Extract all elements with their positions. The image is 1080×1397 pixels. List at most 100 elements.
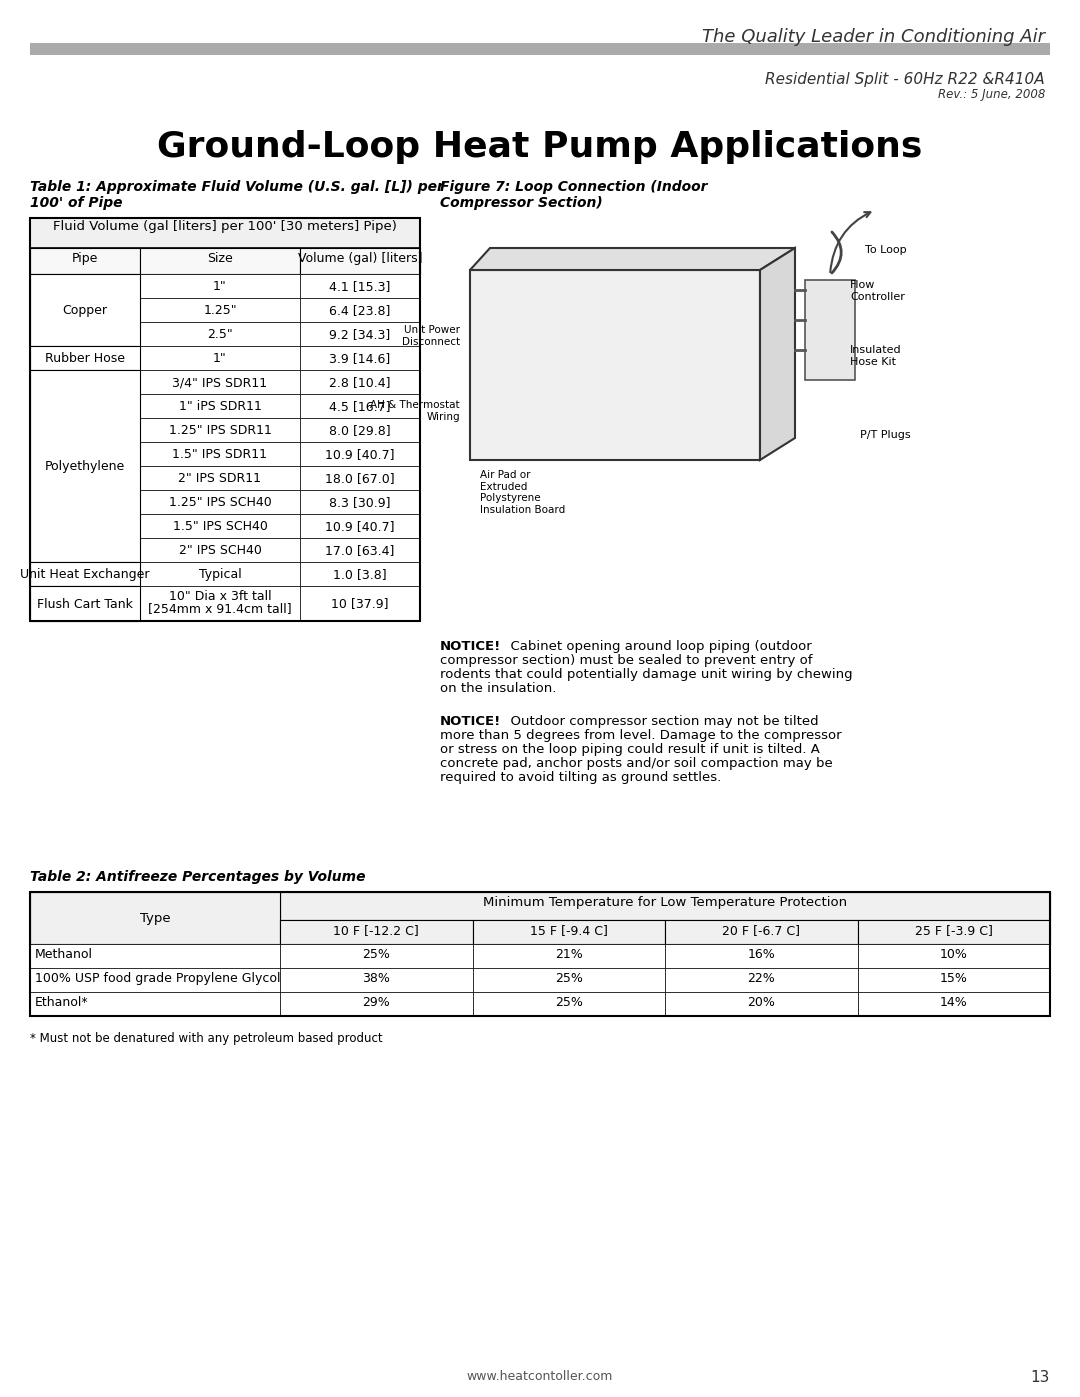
Text: on the insulation.: on the insulation. bbox=[440, 682, 556, 694]
Text: 1.5" IPS SDR11: 1.5" IPS SDR11 bbox=[173, 448, 268, 461]
Text: Unit Power
Disconnect: Unit Power Disconnect bbox=[402, 326, 460, 346]
FancyBboxPatch shape bbox=[300, 370, 420, 394]
FancyBboxPatch shape bbox=[140, 346, 300, 370]
FancyBboxPatch shape bbox=[665, 921, 858, 944]
Text: more than 5 degrees from level. Damage to the compressor: more than 5 degrees from level. Damage t… bbox=[440, 729, 841, 742]
Text: Typical: Typical bbox=[199, 569, 241, 581]
FancyBboxPatch shape bbox=[140, 321, 300, 346]
Text: 20 F [-6.7 C]: 20 F [-6.7 C] bbox=[723, 923, 800, 937]
FancyBboxPatch shape bbox=[858, 921, 1050, 944]
Text: or stress on the loop piping could result if unit is tilted. A: or stress on the loop piping could resul… bbox=[440, 743, 820, 756]
Text: Type: Type bbox=[139, 912, 171, 925]
Text: 1": 1" bbox=[213, 279, 227, 293]
Text: 2.8 [10.4]: 2.8 [10.4] bbox=[329, 376, 391, 388]
Text: 10.9 [40.7]: 10.9 [40.7] bbox=[325, 448, 395, 461]
Text: 10 [37.9]: 10 [37.9] bbox=[332, 598, 389, 610]
Text: Rubber Hose: Rubber Hose bbox=[45, 352, 125, 365]
FancyBboxPatch shape bbox=[300, 321, 420, 346]
Text: 8.0 [29.8]: 8.0 [29.8] bbox=[329, 425, 391, 437]
Text: 10.9 [40.7]: 10.9 [40.7] bbox=[325, 520, 395, 534]
Polygon shape bbox=[760, 249, 795, 460]
Text: Volume (gal) [liters]: Volume (gal) [liters] bbox=[298, 251, 422, 265]
FancyBboxPatch shape bbox=[473, 992, 665, 1016]
Text: * Must not be denatured with any petroleum based product: * Must not be denatured with any petrole… bbox=[30, 1032, 382, 1045]
Text: To Loop: To Loop bbox=[865, 244, 906, 256]
FancyBboxPatch shape bbox=[300, 249, 420, 274]
FancyBboxPatch shape bbox=[300, 585, 420, 622]
FancyBboxPatch shape bbox=[280, 921, 473, 944]
Text: rodents that could potentially damage unit wiring by chewing: rodents that could potentially damage un… bbox=[440, 668, 852, 680]
FancyBboxPatch shape bbox=[858, 968, 1050, 992]
FancyBboxPatch shape bbox=[300, 490, 420, 514]
FancyBboxPatch shape bbox=[300, 274, 420, 298]
FancyBboxPatch shape bbox=[30, 43, 1050, 54]
Text: P/T Plugs: P/T Plugs bbox=[860, 430, 910, 440]
Text: 1.5" IPS SCH40: 1.5" IPS SCH40 bbox=[173, 520, 268, 534]
FancyBboxPatch shape bbox=[140, 538, 300, 562]
FancyBboxPatch shape bbox=[280, 944, 473, 968]
Text: Residential Split - 60Hz R22 &R410A: Residential Split - 60Hz R22 &R410A bbox=[766, 73, 1045, 87]
Text: Table 1: Approximate Fluid Volume (U.S. gal. [L]) per
100' of Pipe: Table 1: Approximate Fluid Volume (U.S. … bbox=[30, 180, 444, 210]
Text: 25%: 25% bbox=[362, 949, 390, 961]
Text: www.heatcontoller.com: www.heatcontoller.com bbox=[467, 1370, 613, 1383]
Text: Cabinet opening around loop piping (outdoor: Cabinet opening around loop piping (outd… bbox=[502, 640, 812, 652]
FancyBboxPatch shape bbox=[300, 441, 420, 467]
Text: 9.2 [34.3]: 9.2 [34.3] bbox=[329, 328, 391, 341]
Text: 2.5": 2.5" bbox=[207, 328, 233, 341]
FancyBboxPatch shape bbox=[140, 370, 300, 394]
Text: 16%: 16% bbox=[747, 949, 775, 961]
FancyBboxPatch shape bbox=[858, 944, 1050, 968]
Text: compressor section) must be sealed to prevent entry of: compressor section) must be sealed to pr… bbox=[440, 654, 812, 666]
Text: 25 F [-3.9 C]: 25 F [-3.9 C] bbox=[915, 923, 993, 937]
FancyBboxPatch shape bbox=[30, 274, 140, 346]
Text: Air Pad or
Extruded
Polystyrene
Insulation Board: Air Pad or Extruded Polystyrene Insulati… bbox=[480, 469, 565, 515]
FancyBboxPatch shape bbox=[30, 968, 280, 992]
Text: [254mm x 91.4cm tall]: [254mm x 91.4cm tall] bbox=[148, 602, 292, 615]
Text: 18.0 [67.0]: 18.0 [67.0] bbox=[325, 472, 395, 485]
Text: Ground-Loop Heat Pump Applications: Ground-Loop Heat Pump Applications bbox=[158, 130, 922, 163]
FancyBboxPatch shape bbox=[140, 249, 300, 274]
FancyBboxPatch shape bbox=[300, 514, 420, 538]
FancyBboxPatch shape bbox=[473, 944, 665, 968]
Text: 13: 13 bbox=[1030, 1370, 1050, 1384]
Text: 10 F [-12.2 C]: 10 F [-12.2 C] bbox=[334, 923, 419, 937]
Text: 2" IPS SCH40: 2" IPS SCH40 bbox=[178, 543, 261, 557]
FancyBboxPatch shape bbox=[470, 270, 760, 460]
Text: 21%: 21% bbox=[555, 949, 582, 961]
Text: Flow
Controller: Flow Controller bbox=[850, 279, 905, 302]
Text: Rev.: 5 June, 2008: Rev.: 5 June, 2008 bbox=[937, 88, 1045, 101]
Text: Unit Heat Exchanger: Unit Heat Exchanger bbox=[21, 569, 150, 581]
FancyBboxPatch shape bbox=[30, 562, 140, 585]
Text: Size: Size bbox=[207, 251, 233, 265]
Text: 14%: 14% bbox=[940, 996, 968, 1009]
FancyBboxPatch shape bbox=[30, 218, 420, 249]
Text: 10%: 10% bbox=[940, 949, 968, 961]
FancyBboxPatch shape bbox=[140, 514, 300, 538]
Text: 17.0 [63.4]: 17.0 [63.4] bbox=[325, 543, 394, 557]
Text: 3/4" IPS SDR11: 3/4" IPS SDR11 bbox=[173, 376, 268, 388]
FancyBboxPatch shape bbox=[280, 968, 473, 992]
FancyBboxPatch shape bbox=[473, 968, 665, 992]
Text: 4.1 [15.3]: 4.1 [15.3] bbox=[329, 279, 391, 293]
FancyBboxPatch shape bbox=[140, 562, 300, 585]
FancyBboxPatch shape bbox=[30, 249, 140, 274]
FancyBboxPatch shape bbox=[30, 992, 280, 1016]
Text: concrete pad, anchor posts and/or soil compaction may be: concrete pad, anchor posts and/or soil c… bbox=[440, 757, 833, 770]
Text: Flush Cart Tank: Flush Cart Tank bbox=[37, 598, 133, 610]
FancyBboxPatch shape bbox=[140, 467, 300, 490]
Text: 2" IPS SDR11: 2" IPS SDR11 bbox=[178, 472, 261, 485]
FancyBboxPatch shape bbox=[805, 279, 855, 380]
FancyBboxPatch shape bbox=[300, 467, 420, 490]
FancyBboxPatch shape bbox=[300, 346, 420, 370]
Text: 1.25": 1.25" bbox=[203, 305, 237, 317]
FancyBboxPatch shape bbox=[665, 968, 858, 992]
Text: 25%: 25% bbox=[555, 996, 583, 1009]
Text: Minimum Temperature for Low Temperature Protection: Minimum Temperature for Low Temperature … bbox=[483, 895, 847, 909]
FancyBboxPatch shape bbox=[858, 992, 1050, 1016]
Text: 10" Dia x 3ft tall: 10" Dia x 3ft tall bbox=[168, 590, 271, 604]
FancyBboxPatch shape bbox=[140, 274, 300, 298]
FancyBboxPatch shape bbox=[140, 418, 300, 441]
FancyBboxPatch shape bbox=[30, 346, 140, 370]
FancyBboxPatch shape bbox=[665, 944, 858, 968]
FancyBboxPatch shape bbox=[140, 441, 300, 467]
